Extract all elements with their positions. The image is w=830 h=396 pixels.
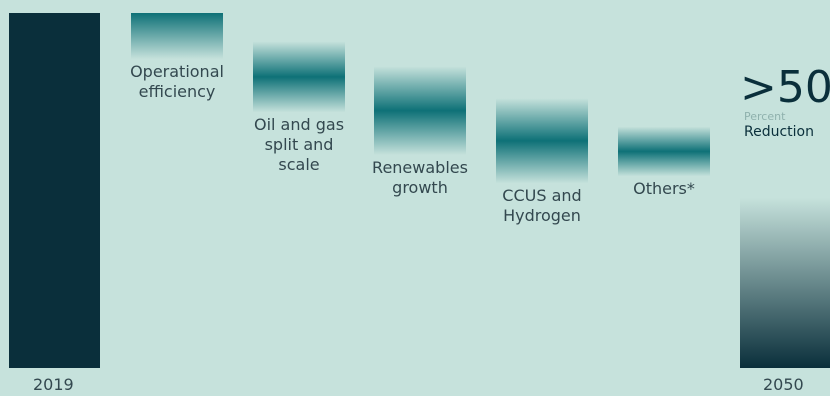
step-bar-4	[496, 98, 588, 184]
end-year-label: 2050	[763, 375, 804, 394]
step-bar-1	[131, 13, 223, 60]
step-label-4: CCUS and Hydrogen	[502, 186, 582, 226]
step-bar-2	[253, 41, 345, 113]
step-bar-5	[618, 126, 710, 177]
start-year-label: 2019	[33, 375, 74, 394]
end-bar	[740, 197, 830, 368]
start-bar	[9, 13, 100, 368]
step-bar-3	[374, 66, 466, 155]
step-label-5: Others*	[633, 179, 695, 199]
reduction-unit: Percent	[744, 110, 786, 123]
reduction-value: >50	[740, 62, 830, 113]
step-label-3: Renewables growth	[372, 158, 468, 197]
step-label-1: Operational efficiency	[130, 62, 224, 102]
step-label-2: Oil and gas split and scale	[253, 115, 345, 175]
reduction-label: Reduction	[744, 124, 814, 140]
